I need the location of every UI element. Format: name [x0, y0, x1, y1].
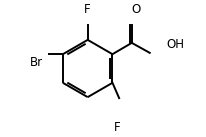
Text: OH: OH	[166, 38, 184, 51]
Text: Br: Br	[30, 56, 43, 69]
Text: F: F	[114, 121, 121, 134]
Text: F: F	[84, 3, 91, 16]
Text: O: O	[131, 3, 140, 16]
